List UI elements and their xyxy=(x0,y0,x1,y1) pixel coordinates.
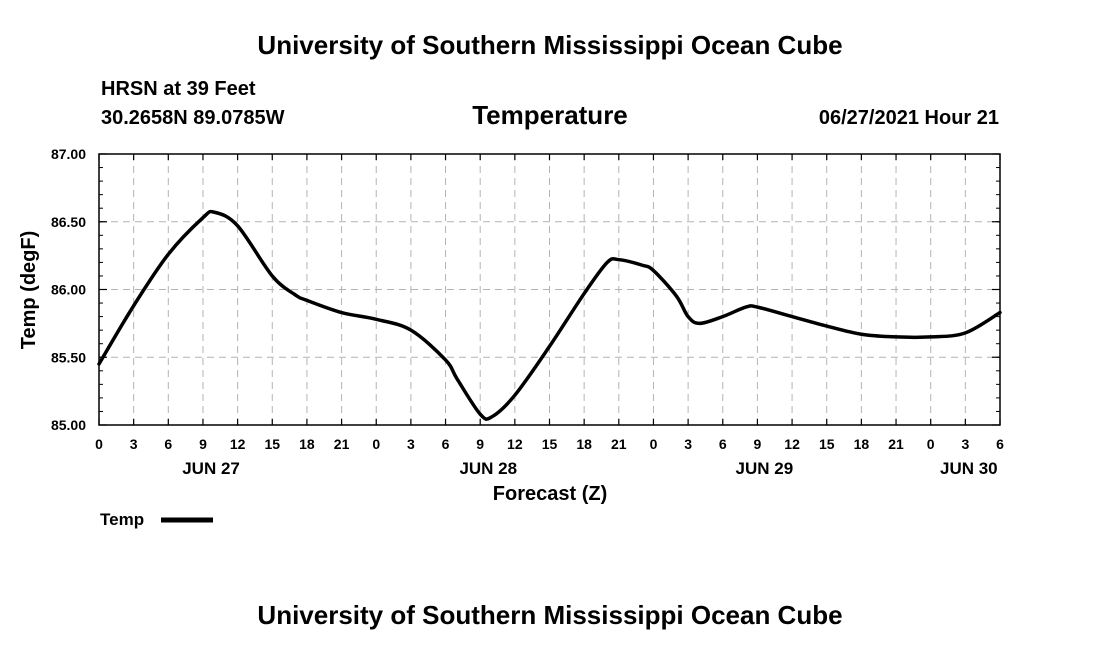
day-labels: JUN 27 JUN 28 JUN 29 JUN 30 xyxy=(182,459,997,478)
station-coordinates: 30.2658N 89.0785W xyxy=(101,107,285,129)
parameter-title: Temperature xyxy=(472,100,628,130)
x-tick-label: 21 xyxy=(611,436,627,452)
x-tick-label: 6 xyxy=(164,436,172,452)
x-tick-label: 6 xyxy=(442,436,450,452)
x-tick-marks xyxy=(98,154,1001,425)
x-tick-label: 21 xyxy=(888,436,904,452)
y-tick-label: 85.50 xyxy=(51,349,86,365)
plot-frame xyxy=(98,153,1001,426)
x-tick-label: 15 xyxy=(264,436,280,452)
y-axis-label: Temp (degF) xyxy=(18,231,40,350)
legend-label: Temp xyxy=(100,510,144,529)
x-tick-label: 12 xyxy=(230,436,246,452)
x-tick-label: 12 xyxy=(507,436,523,452)
grid-lines xyxy=(99,154,1000,425)
x-tick-label: 21 xyxy=(334,436,350,452)
x-tick-label: 18 xyxy=(854,436,870,452)
x-tick-label: 12 xyxy=(784,436,800,452)
day-label: JUN 30 xyxy=(940,459,998,478)
temp-series-line xyxy=(97,209,1002,421)
x-tick-label: 3 xyxy=(684,436,692,452)
x-tick-label: 0 xyxy=(372,436,380,452)
x-tick-label: 9 xyxy=(476,436,484,452)
x-tick-label: 9 xyxy=(199,436,207,452)
day-label: JUN 27 xyxy=(182,459,240,478)
x-tick-label: 6 xyxy=(719,436,727,452)
x-tick-label: 0 xyxy=(650,436,658,452)
station-label: HRSN at 39 Feet xyxy=(101,78,256,100)
day-label: JUN 28 xyxy=(459,459,517,478)
x-tick-label: 15 xyxy=(542,436,558,452)
x-tick-label: 9 xyxy=(754,436,762,452)
x-tick-label: 0 xyxy=(95,436,103,452)
x-tick-label: 6 xyxy=(996,436,1004,452)
x-tick-label: 3 xyxy=(961,436,969,452)
chart-main-title: University of Southern Mississippi Ocean… xyxy=(257,30,842,60)
y-tick-labels: 85.00 85.50 86.00 86.50 87.00 xyxy=(51,146,86,433)
y-tick-label: 85.00 xyxy=(51,417,86,433)
forecast-datetime: 06/27/2021 Hour 21 xyxy=(819,107,999,129)
x-tick-label: 0 xyxy=(927,436,935,452)
x-tick-label: 3 xyxy=(407,436,415,452)
x-tick-label: 18 xyxy=(299,436,315,452)
x-axis-label: Forecast (Z) xyxy=(493,483,607,505)
y-tick-label: 87.00 xyxy=(51,146,86,162)
x-tick-label: 18 xyxy=(576,436,592,452)
y-tick-label: 86.50 xyxy=(51,214,86,230)
chart-footer-title: University of Southern Mississippi Ocean… xyxy=(257,600,842,630)
x-tick-label: 3 xyxy=(130,436,138,452)
x-tick-label: 15 xyxy=(819,436,835,452)
y-tick-label: 86.00 xyxy=(51,282,86,298)
x-tick-labels: 0 3 6 9 12 15 18 21 0 3 6 9 12 15 18 21 0 3 6 9 12 15 18 21 0 3 6 xyxy=(95,436,1004,452)
day-label: JUN 29 xyxy=(736,459,794,478)
